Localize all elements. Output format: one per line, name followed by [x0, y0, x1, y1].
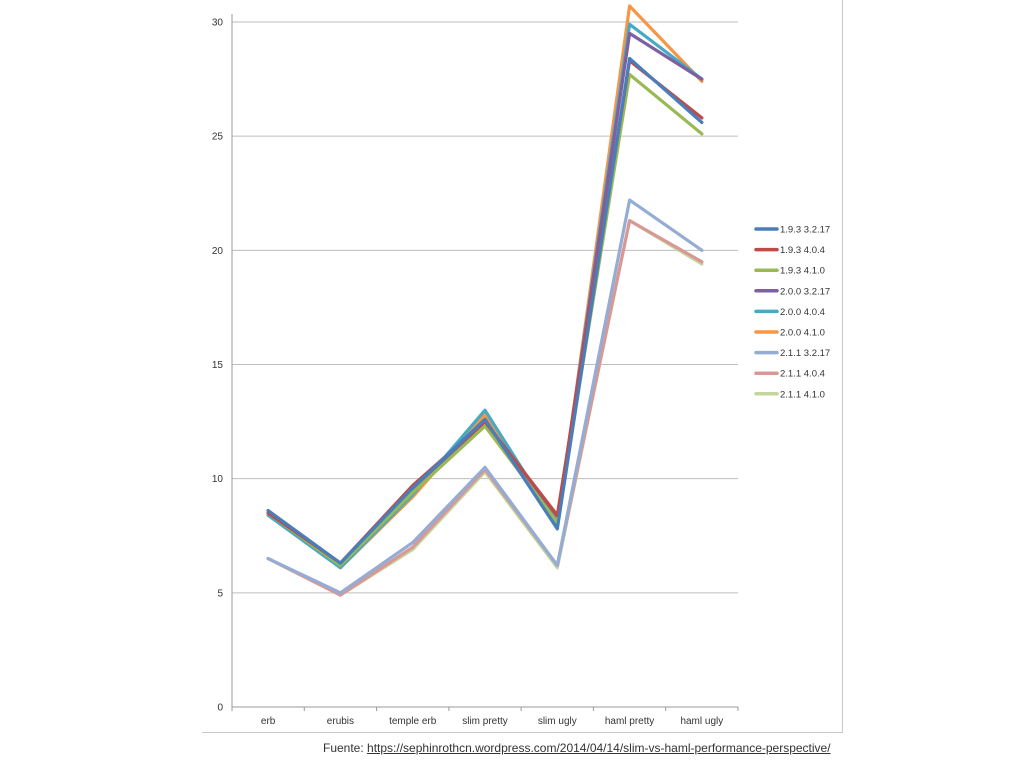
y-tick-label: 15	[212, 360, 224, 371]
legend-label: 2.0.0 3.2.17	[780, 286, 830, 297]
legend-label: 2.1.1 4.0.4	[780, 369, 825, 380]
y-tick-label: 0	[217, 703, 223, 714]
x-tick-label: slim ugly	[538, 716, 577, 727]
legend-label: 1.9.3 4.0.4	[780, 245, 825, 256]
grid-lines	[232, 21, 738, 594]
series-line-1-9-3-3-2-17	[266, 56, 704, 565]
legend-label: 1.9.3 3.2.17	[780, 225, 830, 236]
legend: 1.9.3 3.2.17 1.9.3 4.0.4 1.9.3 4.1.0 2.0.0 …	[754, 225, 830, 400]
y-tick-label: 5	[217, 588, 223, 599]
y-tick-label: 30	[212, 18, 224, 29]
legend-label: 2.1.1 3.2.17	[780, 348, 830, 359]
series-line-2-0-0-4-0-4	[266, 22, 704, 570]
x-tick-label: temple erb	[389, 716, 437, 727]
series-line-2-0-0-3-2-17	[266, 31, 704, 568]
x-tick-label: erb	[261, 716, 276, 727]
y-tick-label: 25	[212, 132, 224, 143]
series-line-1-9-3-4-1-0	[266, 72, 704, 568]
axes: 0 5 10 15 20 25 30 erb erubis temple erb slim pret…	[212, 14, 739, 727]
series-lines	[266, 4, 704, 597]
chart-canvas: 0 5 10 15 20 25 30 erb erubis temple erb slim pret…	[212, 4, 830, 727]
legend-label: 2.0.0 4.1.0	[780, 328, 825, 339]
series-line-2-1-1-4-0-4	[266, 219, 704, 597]
x-tick-label: erubis	[327, 716, 354, 727]
x-tick-label: haml pretty	[605, 716, 654, 727]
x-tick-label: slim pretty	[462, 716, 508, 727]
source-prefix: Fuente:	[323, 741, 368, 755]
y-tick-label: 20	[212, 246, 224, 257]
y-tick-label: 10	[212, 474, 224, 485]
legend-label: 1.9.3 4.1.0	[780, 266, 825, 277]
series-line-2-1-1-4-1-0	[266, 219, 704, 597]
legend-label: 2.1.1 4.1.0	[780, 389, 825, 400]
source-caption: Fuente: https://sephinrothcn.wordpress.c…	[323, 741, 831, 755]
line-chart: 0 5 10 15 20 25 30 erb erubis temple erb slim pret…	[202, 0, 843, 733]
series-line-2-1-1-3-2-17	[266, 198, 704, 595]
source-link[interactable]: https://sephinrothcn.wordpress.com/2014/…	[367, 741, 831, 755]
x-tick-label: haml ugly	[680, 716, 723, 727]
legend-label: 2.0.0 4.0.4	[780, 307, 825, 318]
series-line-2-0-0-4-1-0	[266, 4, 704, 570]
